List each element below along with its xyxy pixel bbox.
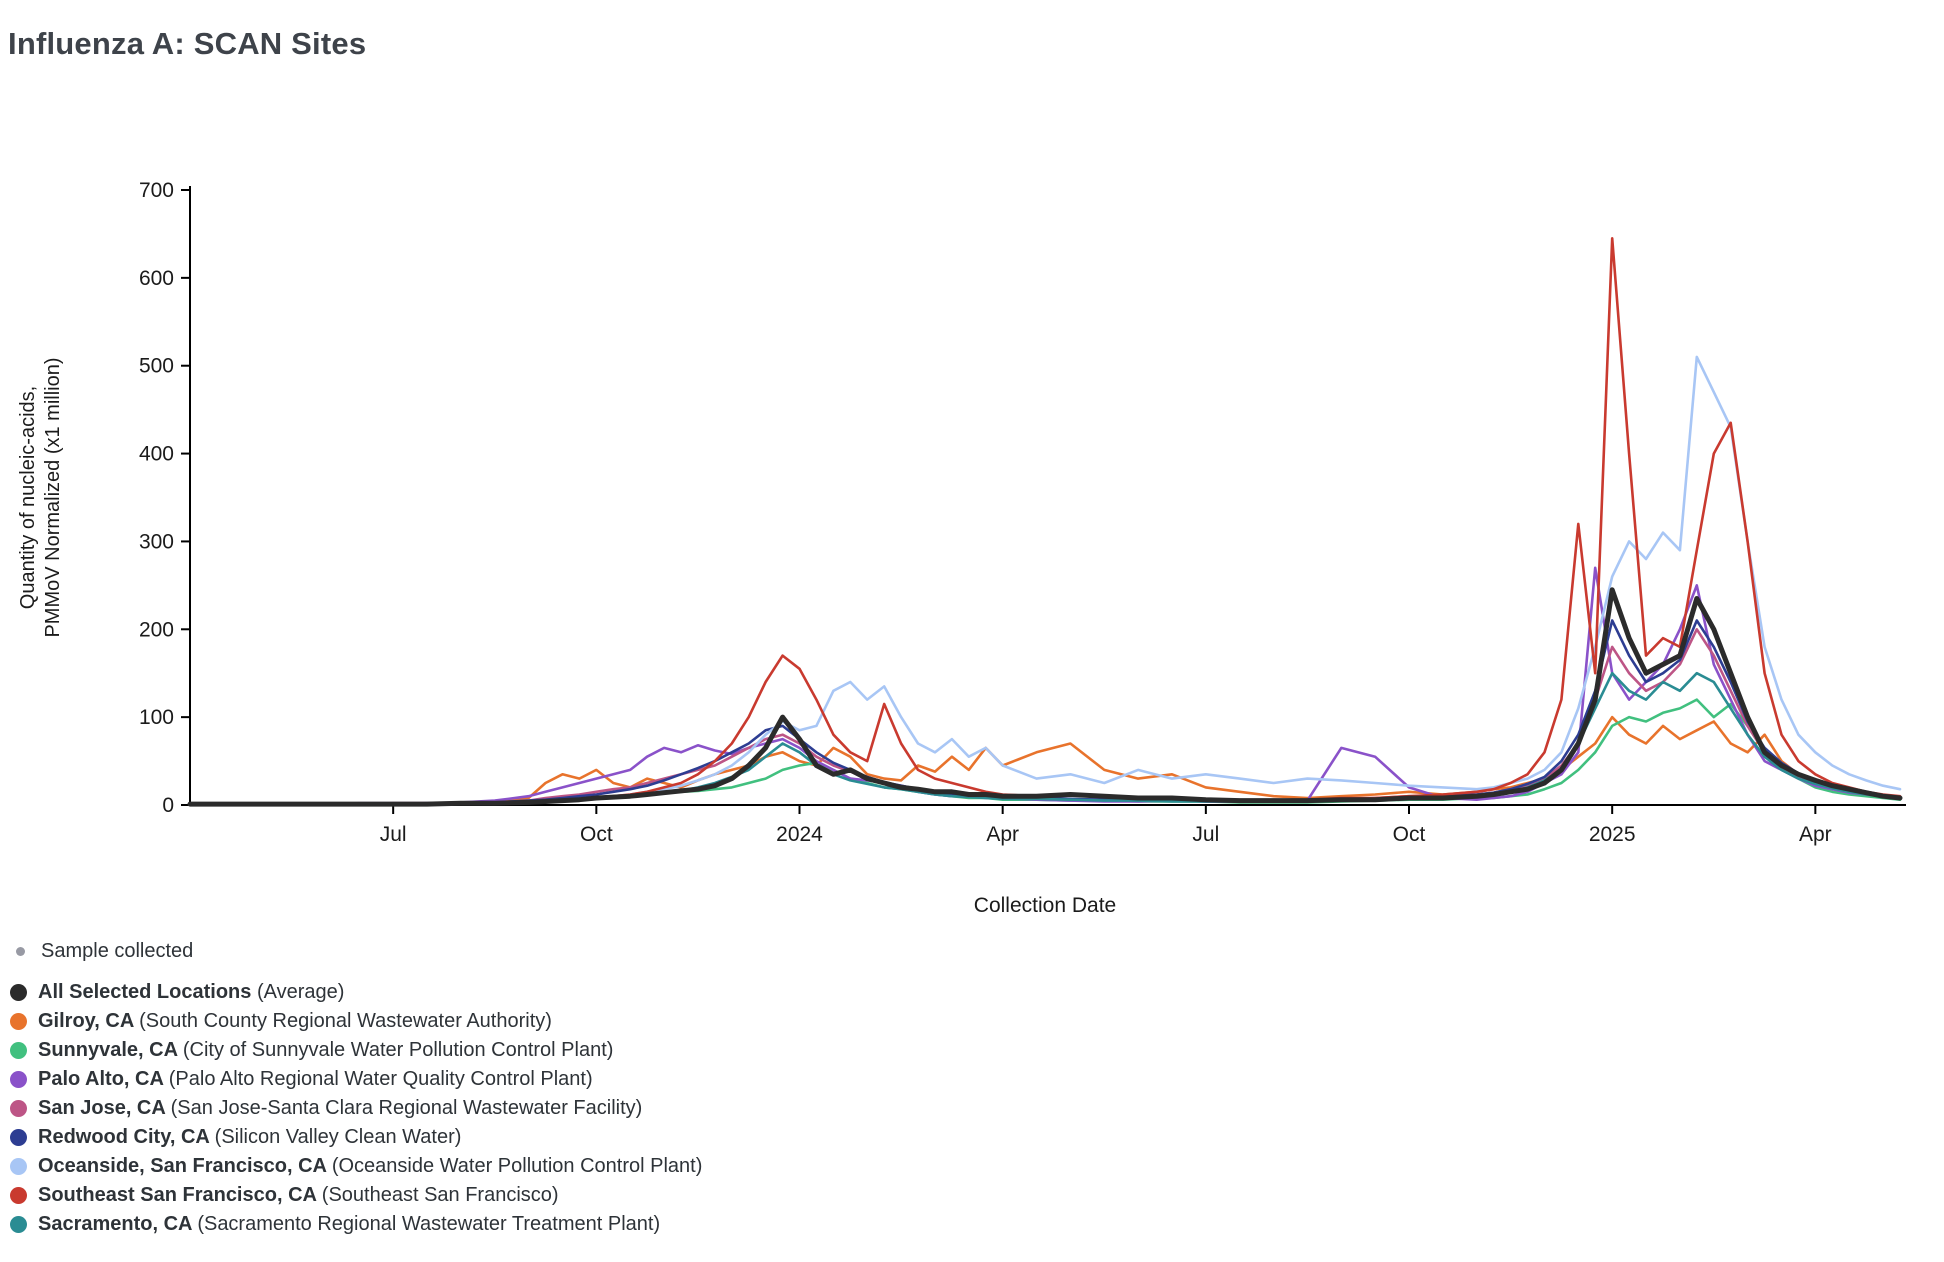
legend-dot-icon-sunnyvale <box>10 1042 27 1059</box>
legend-item-sacramento: Sacramento, CA (Sacramento Regional Wast… <box>10 1210 702 1239</box>
x-tick-label: 2024 <box>776 823 823 846</box>
y-tick-label: 300 <box>139 530 174 553</box>
legend-sample-collected: Sample collected <box>10 938 702 964</box>
x-axis-title: Collection Date <box>974 894 1116 917</box>
legend-dot-icon-gilroy <box>10 1013 27 1030</box>
legend-item-oceanside: Oceanside, San Francisco, CA (Oceanside … <box>10 1152 702 1181</box>
x-tick-label: Apr <box>986 823 1019 846</box>
legend-dot-icon-average <box>10 984 27 1001</box>
y-axis: 0 100 200 300 400 500 600 700 <box>139 179 191 817</box>
series-line-gilroy <box>188 715 1902 806</box>
legend-dot-icon-redwood-city <box>10 1129 27 1146</box>
x-tick-label: Oct <box>580 823 613 846</box>
legend-label-oceanside: Oceanside, San Francisco, CA (Oceanside … <box>38 1155 703 1177</box>
legend-label-average: All Selected Locations (Average) <box>38 981 345 1003</box>
legend-dot-icon-southeast-sf <box>10 1187 27 1204</box>
legend-label-sacramento: Sacramento, CA (Sacramento Regional Wast… <box>38 1213 661 1235</box>
page-title: Influenza A: SCAN Sites <box>8 26 367 61</box>
y-tick-label: 500 <box>139 355 174 378</box>
sample-collected-dot-icon <box>16 946 25 956</box>
legend-item-southeast-sf: Southeast San Francisco, CA (Southeast S… <box>10 1181 702 1210</box>
legend-dot-icon-oceanside <box>10 1158 27 1175</box>
series-line-average <box>187 587 1903 807</box>
legend-label-san-jose: San Jose, CA (San Jose-Santa Clara Regio… <box>38 1097 643 1119</box>
legend-dot-icon-san-jose <box>10 1100 27 1117</box>
y-axis-title-line1: Quantity of nucleic-acids, <box>17 386 39 609</box>
chart-legend: Sample collected All Selected Locations … <box>10 938 702 1239</box>
x-axis: Jul Oct 2024 Apr Jul Oct 2025 Apr <box>190 804 1906 846</box>
chart-series-lines <box>187 237 1903 807</box>
y-tick-label: 600 <box>139 267 174 290</box>
legend-label-southeast-sf: Southeast San Francisco, CA (Southeast S… <box>38 1184 559 1206</box>
series-line-palo-alto <box>188 566 1902 806</box>
y-tick-label: 100 <box>139 706 174 729</box>
legend-item-sunnyvale: Sunnyvale, CA (City of Sunnyvale Water P… <box>10 1036 702 1065</box>
y-tick-label: 200 <box>139 618 174 641</box>
legend-label-sunnyvale: Sunnyvale, CA (City of Sunnyvale Water P… <box>38 1039 614 1061</box>
legend-item-average: All Selected Locations (Average) <box>10 978 702 1007</box>
series-line-sacramento <box>188 671 1902 806</box>
sample-collected-label: Sample collected <box>41 939 194 962</box>
series-line-sunnyvale <box>188 698 1902 806</box>
x-tick-label: Oct <box>1393 823 1426 846</box>
legend-dot-icon-palo-alto <box>10 1071 27 1088</box>
legend-series-rows: All Selected Locations (Average) Gilroy, … <box>10 978 702 1239</box>
legend-dot-icon-sacramento <box>10 1216 27 1233</box>
series-line-southeast-sf <box>188 237 1902 806</box>
legend-label-palo-alto: Palo Alto, CA (Palo Alto Regional Water … <box>38 1068 593 1090</box>
legend-item-redwood-city: Redwood City, CA (Silicon Valley Clean W… <box>10 1123 702 1152</box>
legend-label-redwood-city: Redwood City, CA (Silicon Valley Clean W… <box>38 1126 462 1148</box>
series-line-oceanside <box>188 355 1902 806</box>
influenza-chart: 0 100 200 300 400 500 600 700 Jul Oct 2024 Apr Jul O… <box>17 179 1906 917</box>
x-tick-label: 2025 <box>1589 823 1636 846</box>
x-tick-label: Apr <box>1799 823 1832 846</box>
y-tick-label: 0 <box>162 794 174 817</box>
x-tick-label: Jul <box>380 823 407 846</box>
legend-item-san-jose: San Jose, CA (San Jose-Santa Clara Regio… <box>10 1094 702 1123</box>
y-tick-label: 700 <box>139 179 174 202</box>
legend-item-palo-alto: Palo Alto, CA (Palo Alto Regional Water … <box>10 1065 702 1094</box>
legend-label-gilroy: Gilroy, CA (South County Regional Wastew… <box>38 1010 552 1032</box>
x-tick-label: Jul <box>1192 823 1219 846</box>
legend-item-gilroy: Gilroy, CA (South County Regional Wastew… <box>10 1007 702 1036</box>
y-tick-label: 400 <box>139 443 174 466</box>
y-axis-title-line2: PMMoV Normalized (x1 million) <box>42 357 64 637</box>
